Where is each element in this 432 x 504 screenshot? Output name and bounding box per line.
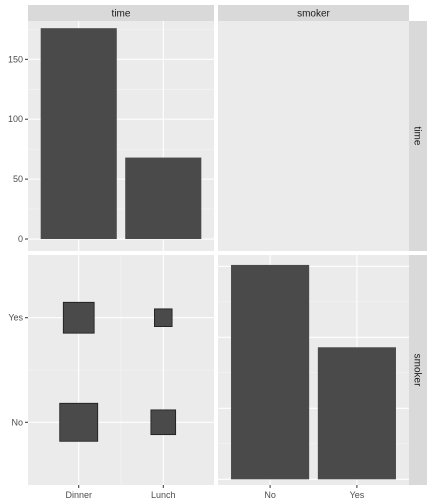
- facet-strips: time smoker time smoker: [28, 5, 427, 485]
- y-tick-label: Yes: [8, 313, 23, 323]
- y-tick-label: 50: [13, 174, 23, 184]
- axes: 0 50 100 150 No Yes Dinner Lunch No Yes: [8, 54, 365, 500]
- strip-top-smoker: [218, 5, 409, 21]
- y-tick-label: 150: [8, 54, 23, 64]
- y-tick-label: 0: [18, 234, 23, 244]
- bar-time-dinner: [40, 28, 117, 240]
- strip-label-top-time: time: [112, 9, 131, 20]
- strip-label-right-smoker: smoker: [412, 354, 423, 387]
- data-marks: [40, 28, 396, 480]
- strip-right-smoker: [409, 255, 427, 485]
- tile-dinner-no: [59, 402, 99, 442]
- strip-top-time: [28, 5, 214, 21]
- strip-right-time: [409, 21, 427, 251]
- strip-label-right-time: time: [412, 127, 423, 146]
- tile-lunch-yes: [154, 308, 173, 327]
- panel-smoker-time-empty-bg: [218, 21, 409, 251]
- x-tick-label: Lunch: [151, 490, 176, 500]
- x-tick-label: Dinner: [65, 490, 92, 500]
- y-tick-label: No: [11, 417, 23, 427]
- x-tick-label: Yes: [350, 490, 365, 500]
- bar-smoker-yes: [317, 347, 396, 480]
- x-tick-label: No: [264, 490, 276, 500]
- y-tick-label: 100: [8, 114, 23, 124]
- bar-time-lunch: [125, 157, 202, 240]
- bar-smoker-no: [231, 264, 310, 480]
- strip-label-top-smoker: smoker: [297, 9, 330, 20]
- tile-lunch-no: [150, 409, 177, 436]
- tile-dinner-yes: [62, 301, 95, 334]
